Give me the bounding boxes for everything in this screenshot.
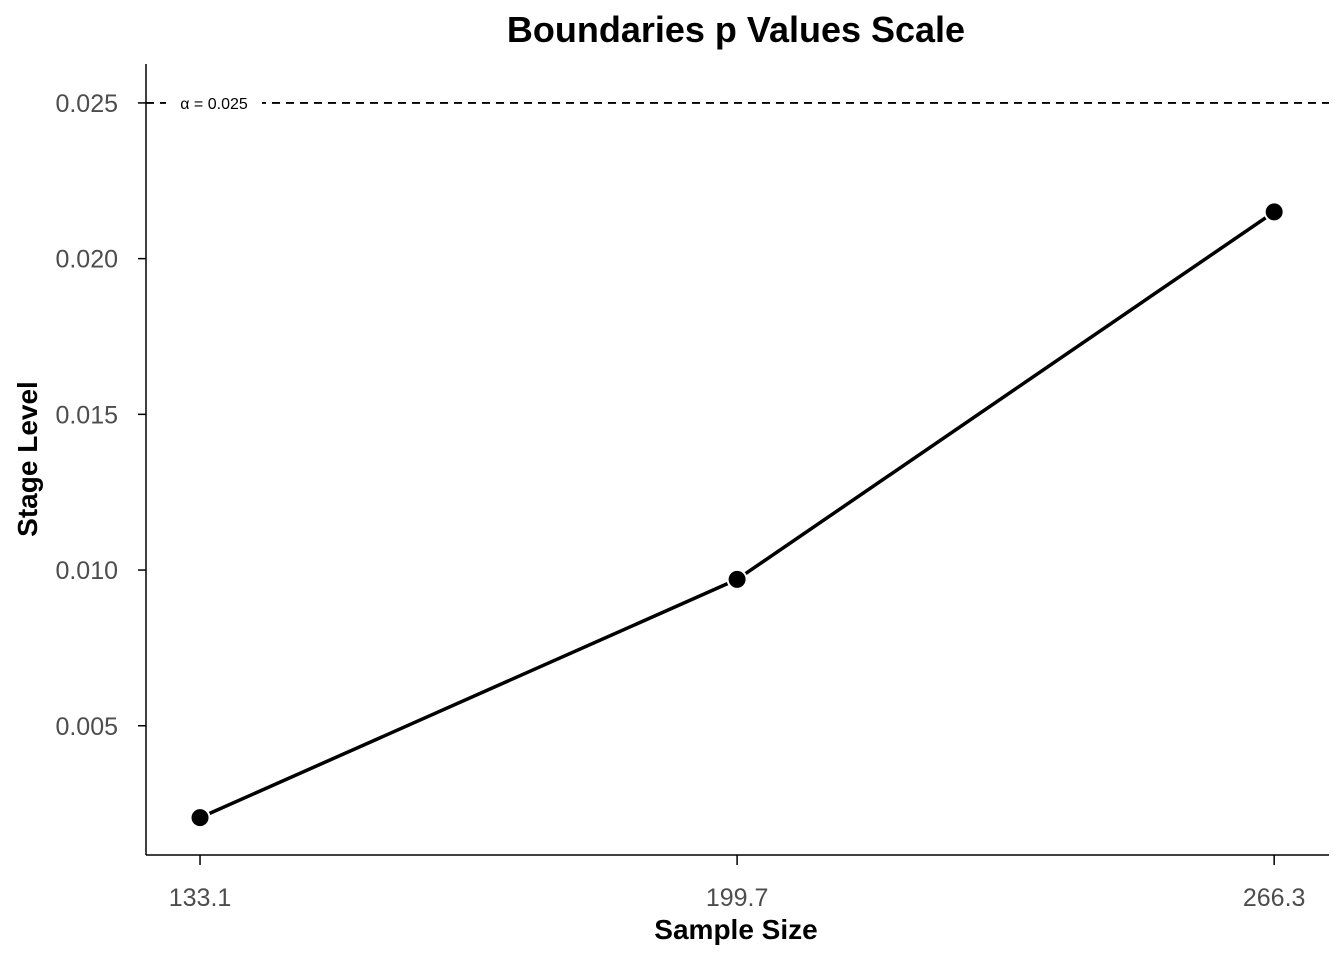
y-ticks: 0.005 0.010 0.015 0.020 0.025 [55, 90, 146, 741]
alpha-label-background [166, 93, 262, 112]
data-point [726, 568, 748, 590]
y-tick-label: 0.020 [55, 246, 118, 274]
y-axis-title: Stage Level [12, 381, 43, 537]
alpha-reference-label: α = 0.025 [180, 96, 248, 113]
data-point [189, 807, 211, 829]
x-tick-label: 199.7 [706, 884, 769, 912]
plot-area: α = 0.025 [146, 93, 1329, 829]
series-line [199, 210, 1276, 820]
x-tick-label: 266.3 [1243, 884, 1306, 912]
y-tick-label: 0.005 [55, 713, 118, 741]
y-tick-label: 0.015 [55, 401, 118, 429]
chart-title: Boundaries p Values Scale [507, 9, 965, 50]
x-tick-label: 133.1 [169, 884, 232, 912]
x-axis-title: Sample Size [654, 914, 817, 945]
data-point [1263, 201, 1285, 223]
y-tick-label: 0.025 [55, 90, 118, 118]
x-ticks: 133.1 199.7 266.3 [169, 855, 1306, 912]
y-tick-label: 0.010 [55, 557, 118, 585]
